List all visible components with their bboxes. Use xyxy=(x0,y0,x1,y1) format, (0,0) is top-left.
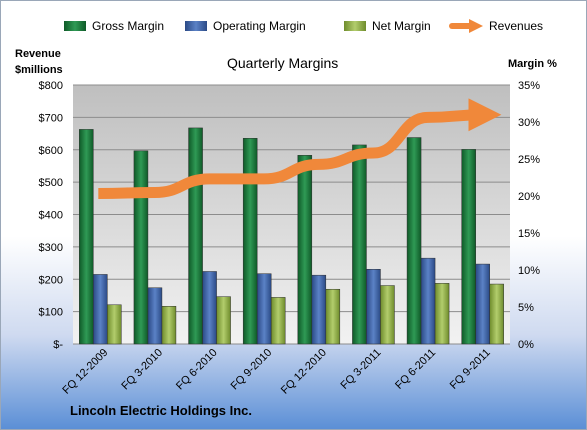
bar-net-margin xyxy=(161,306,177,345)
bar-operating-margin xyxy=(93,274,108,345)
bar-operating-margin xyxy=(420,257,436,345)
legend-swatch-gross xyxy=(64,21,86,31)
left-tick-label: $700 xyxy=(39,112,63,124)
bar-gross-margin xyxy=(79,129,94,345)
right-tick-label: 10% xyxy=(518,265,540,277)
x-axis-ticks: FQ 12-2009 FQ 3-2010 FQ 6-2010 FQ 9-2010 FQ … xyxy=(60,347,492,397)
bar-net-margin xyxy=(380,285,395,345)
bar-gross-margin xyxy=(461,149,476,345)
left-tick-label: $100 xyxy=(39,307,63,319)
bar-net-margin xyxy=(107,304,122,345)
right-tick-label: 35% xyxy=(518,80,540,92)
bar-gross-margin xyxy=(242,138,258,345)
left-tick-label: $400 xyxy=(39,210,63,222)
right-axis-ticks: 0% 5% 10% 15% 20% 25% 30% 35% xyxy=(518,80,540,351)
x-tick-label: FQ 6-2011 xyxy=(393,347,438,392)
bar-net-margin xyxy=(325,288,341,345)
right-tick-label: 20% xyxy=(518,191,540,203)
bar-operating-margin xyxy=(311,274,327,345)
x-tick-label: FQ 9-2010 xyxy=(229,347,275,393)
right-tick-label: 15% xyxy=(518,228,540,240)
x-tick-label: FQ 3-2011 xyxy=(338,347,383,392)
left-tick-label: $800 xyxy=(39,80,63,92)
bar-gross-margin xyxy=(352,144,367,345)
legend-label-net: Net Margin xyxy=(372,19,431,33)
bar-operating-margin xyxy=(475,263,490,345)
left-axis-title-line2: $millions xyxy=(15,64,63,76)
legend-label-operating: Operating Margin xyxy=(213,19,306,33)
legend-label-revenues: Revenues xyxy=(489,19,543,33)
legend-swatch-operating xyxy=(185,21,207,31)
x-tick-label: FQ 9-2011 xyxy=(448,347,493,392)
bar-operating-margin xyxy=(202,271,217,345)
legend-arrow-revenues xyxy=(469,19,483,33)
bar-operating-margin xyxy=(366,269,381,345)
x-tick-label: FQ 12-2010 xyxy=(279,347,329,397)
left-tick-label: $200 xyxy=(39,274,63,286)
legend: Gross Margin Operating Margin Net Margin… xyxy=(64,19,543,33)
bar-net-margin xyxy=(434,283,450,345)
bar-net-margin xyxy=(216,296,231,345)
x-tick-label: FQ 12-2009 xyxy=(60,347,110,397)
right-tick-label: 25% xyxy=(518,154,540,166)
right-axis-title: Margin % xyxy=(508,58,557,70)
bar-gross-margin xyxy=(133,150,149,345)
bar-gross-margin xyxy=(188,127,203,345)
right-tick-label: 0% xyxy=(518,339,534,351)
left-tick-label: $600 xyxy=(39,145,63,157)
legend-label-gross: Gross Margin xyxy=(92,19,164,33)
bar-net-margin xyxy=(489,283,504,345)
bar-gross-margin xyxy=(297,155,313,345)
left-axis-ticks: $- $100 $200 $300 $400 $500 $600 $700 $800 xyxy=(39,80,64,351)
left-tick-label: $- xyxy=(53,339,63,351)
legend-swatch-net xyxy=(344,21,366,31)
revenue-arrow xyxy=(98,98,502,199)
bar-gross-margin xyxy=(406,137,422,345)
x-tick-label: FQ 6-2010 xyxy=(174,347,220,393)
left-tick-label: $300 xyxy=(39,242,63,254)
bars xyxy=(79,127,504,345)
left-axis-title-line1: Revenue xyxy=(15,48,61,60)
bar-operating-margin xyxy=(147,287,163,345)
right-tick-label: 30% xyxy=(518,117,540,129)
left-tick-label: $500 xyxy=(39,177,63,189)
revenue-line xyxy=(98,98,502,199)
chart-title: Quarterly Margins xyxy=(227,55,338,71)
company-name: Lincoln Electric Holdings Inc. xyxy=(70,403,252,418)
bar-operating-margin xyxy=(256,273,272,345)
bar-net-margin xyxy=(270,297,286,345)
x-tick-label: FQ 3-2010 xyxy=(119,347,165,393)
right-tick-label: 5% xyxy=(518,302,534,314)
